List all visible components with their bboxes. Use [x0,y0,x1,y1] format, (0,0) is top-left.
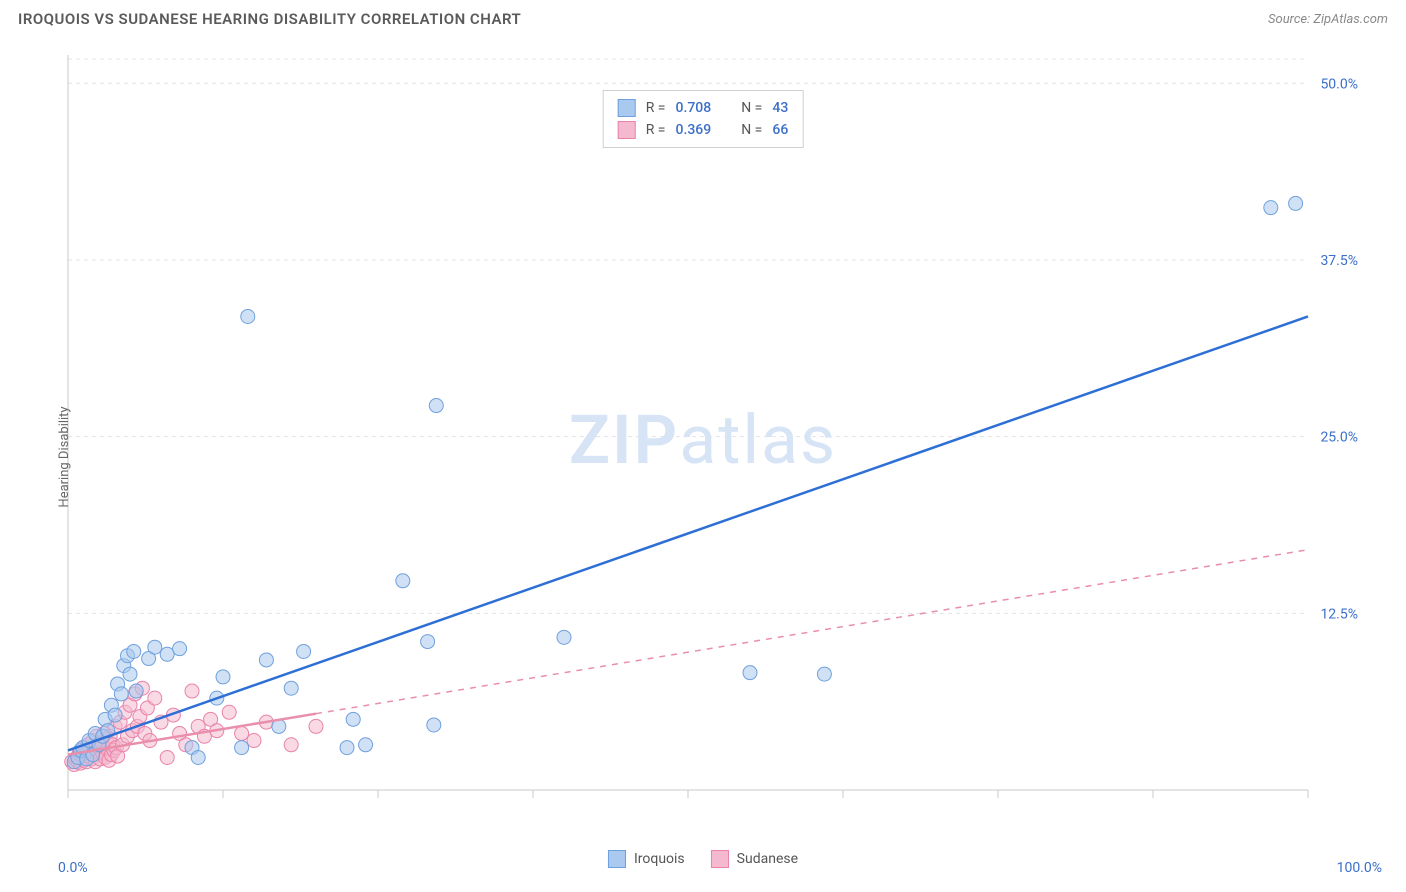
point-sudanese [222,705,236,719]
y-tick-label: 50.0% [1320,76,1358,92]
point-iroquois [1289,196,1303,210]
point-iroquois [148,640,162,654]
scatter-plot: 12.5% 25.0% 37.5% 50.0% [18,40,1388,840]
y-axis-label: Hearing Disability [57,406,72,507]
swatch-icon [711,850,729,868]
n-label: N = [741,100,762,116]
point-sudanese [160,750,174,764]
point-sudanese [284,738,298,752]
x-axis-min-label: 0.0% [58,860,88,876]
chart-area: Hearing Disability ZIPatlas 12.5%25.0%37… [18,40,1388,874]
stats-row: R = 0.369 N = 66 [618,119,789,141]
point-iroquois [241,309,255,323]
point-iroquois [259,653,273,667]
n-value: 66 [772,122,788,138]
point-iroquois [114,687,128,701]
point-iroquois [1264,201,1278,215]
point-iroquois [743,666,757,680]
legend-label: Iroquois [634,851,685,867]
point-iroquois [346,712,360,726]
y-tick-label: 37.5% [1320,253,1358,269]
swatch-icon [618,99,636,117]
r-label: R = [646,100,666,116]
point-iroquois [127,644,141,658]
swatch-icon [608,850,626,868]
chart-title: IROQUOIS VS SUDANESE HEARING DISABILITY … [18,10,521,28]
point-sudanese [235,726,249,740]
point-iroquois [396,574,410,588]
r-label: R = [646,122,666,138]
legend-item: Iroquois [608,850,685,868]
stats-legend: R = 0.708 N = 43 R = 0.369 N = 66 [603,90,804,148]
legend-item: Sudanese [711,850,798,868]
point-iroquois [421,635,435,649]
point-iroquois [191,750,205,764]
point-sudanese [247,734,261,748]
point-iroquois [429,399,443,413]
point-iroquois [108,708,122,722]
trend-iroquois [68,316,1308,750]
point-iroquois [297,644,311,658]
y-tick-label: 25.0% [1320,430,1358,446]
x-axis-max-label: 100.0% [1337,860,1382,876]
legend-label: Sudanese [737,851,798,867]
point-iroquois [359,738,373,752]
point-iroquois [340,741,354,755]
point-iroquois [427,718,441,732]
n-label: N = [741,122,762,138]
point-iroquois [216,670,230,684]
swatch-icon [618,121,636,139]
point-iroquois [817,667,831,681]
point-iroquois [160,647,174,661]
point-sudanese [309,719,323,733]
point-iroquois [557,630,571,644]
point-iroquois [129,684,143,698]
point-sudanese [185,684,199,698]
y-tick-label: 12.5% [1320,606,1358,622]
point-iroquois [284,681,298,695]
point-iroquois [235,741,249,755]
stats-row: R = 0.708 N = 43 [618,97,789,119]
r-value: 0.708 [676,100,712,116]
trend-sudanese-dash [316,550,1308,714]
point-iroquois [123,667,137,681]
source-label: Source: ZipAtlas.com [1268,12,1388,27]
point-iroquois [173,642,187,656]
point-sudanese [148,691,162,705]
r-value: 0.369 [676,122,712,138]
n-value: 43 [772,100,788,116]
series-legend: Iroquois Sudanese [608,850,798,868]
